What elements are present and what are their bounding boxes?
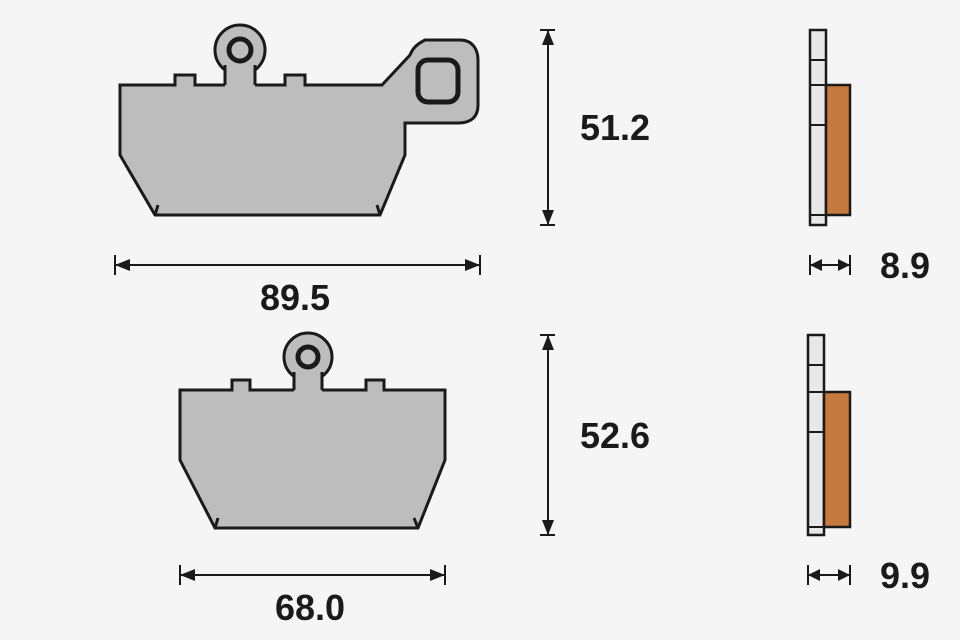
- pad2-front: [180, 333, 445, 528]
- pad1-front: [120, 25, 478, 215]
- diagram-svg: 51.2 89.5 8.9: [0, 0, 960, 640]
- pad2-height-label: 52.6: [580, 415, 650, 456]
- pad2-thickness-label: 9.9: [880, 555, 930, 596]
- pad2-side: [808, 335, 850, 535]
- pad1-thickness-label: 8.9: [880, 245, 930, 286]
- pad1-side: [810, 30, 850, 225]
- diagram-container: 51.2 89.5 8.9: [0, 0, 960, 640]
- pad2-width-label: 68.0: [275, 587, 345, 628]
- pad1-width-label: 89.5: [260, 277, 330, 318]
- pad1-height-label: 51.2: [580, 107, 650, 148]
